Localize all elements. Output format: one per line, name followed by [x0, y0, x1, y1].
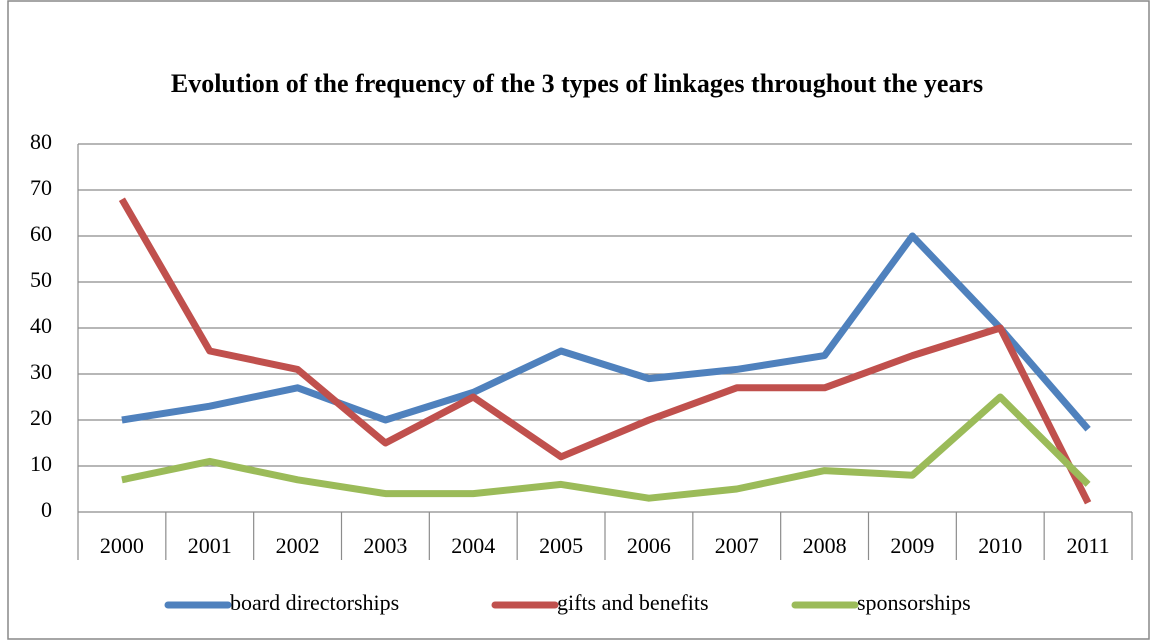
x-tick-label: 2011: [1066, 533, 1109, 558]
x-tick-label: 2007: [715, 533, 759, 558]
legend-label: sponsorships: [857, 590, 971, 615]
x-tick-label: 2010: [978, 533, 1022, 558]
x-tick-label: 2009: [890, 533, 934, 558]
series-line: [121, 232, 1091, 432]
y-tick-label: 30: [30, 359, 52, 384]
x-tick-label: 2005: [539, 533, 583, 558]
x-tick-label: 2004: [451, 533, 495, 558]
y-tick-label: 40: [30, 313, 52, 338]
y-tick-label: 80: [30, 129, 52, 154]
chart-border: [7, 0, 1150, 640]
series-line: [118, 197, 1092, 505]
y-tick-label: 0: [41, 497, 52, 522]
x-tick-label: 2008: [803, 533, 847, 558]
y-tick-label: 60: [30, 221, 52, 246]
x-tick-label: 2001: [188, 533, 232, 558]
series-line: [121, 393, 1091, 502]
y-tick-label: 70: [30, 175, 52, 200]
legend-label: board directorships: [230, 590, 399, 615]
legend-label: gifts and benefits: [557, 590, 709, 615]
y-tick-label: 50: [30, 267, 52, 292]
x-tick-label: 2006: [627, 533, 671, 558]
y-tick-label: 10: [30, 451, 52, 476]
x-tick-label: 2000: [100, 533, 144, 558]
x-tick-label: 2003: [363, 533, 407, 558]
chart-title: Evolution of the frequency of the 3 type…: [170, 69, 984, 98]
x-tick-label: 2002: [276, 533, 320, 558]
y-tick-label: 20: [30, 405, 52, 430]
